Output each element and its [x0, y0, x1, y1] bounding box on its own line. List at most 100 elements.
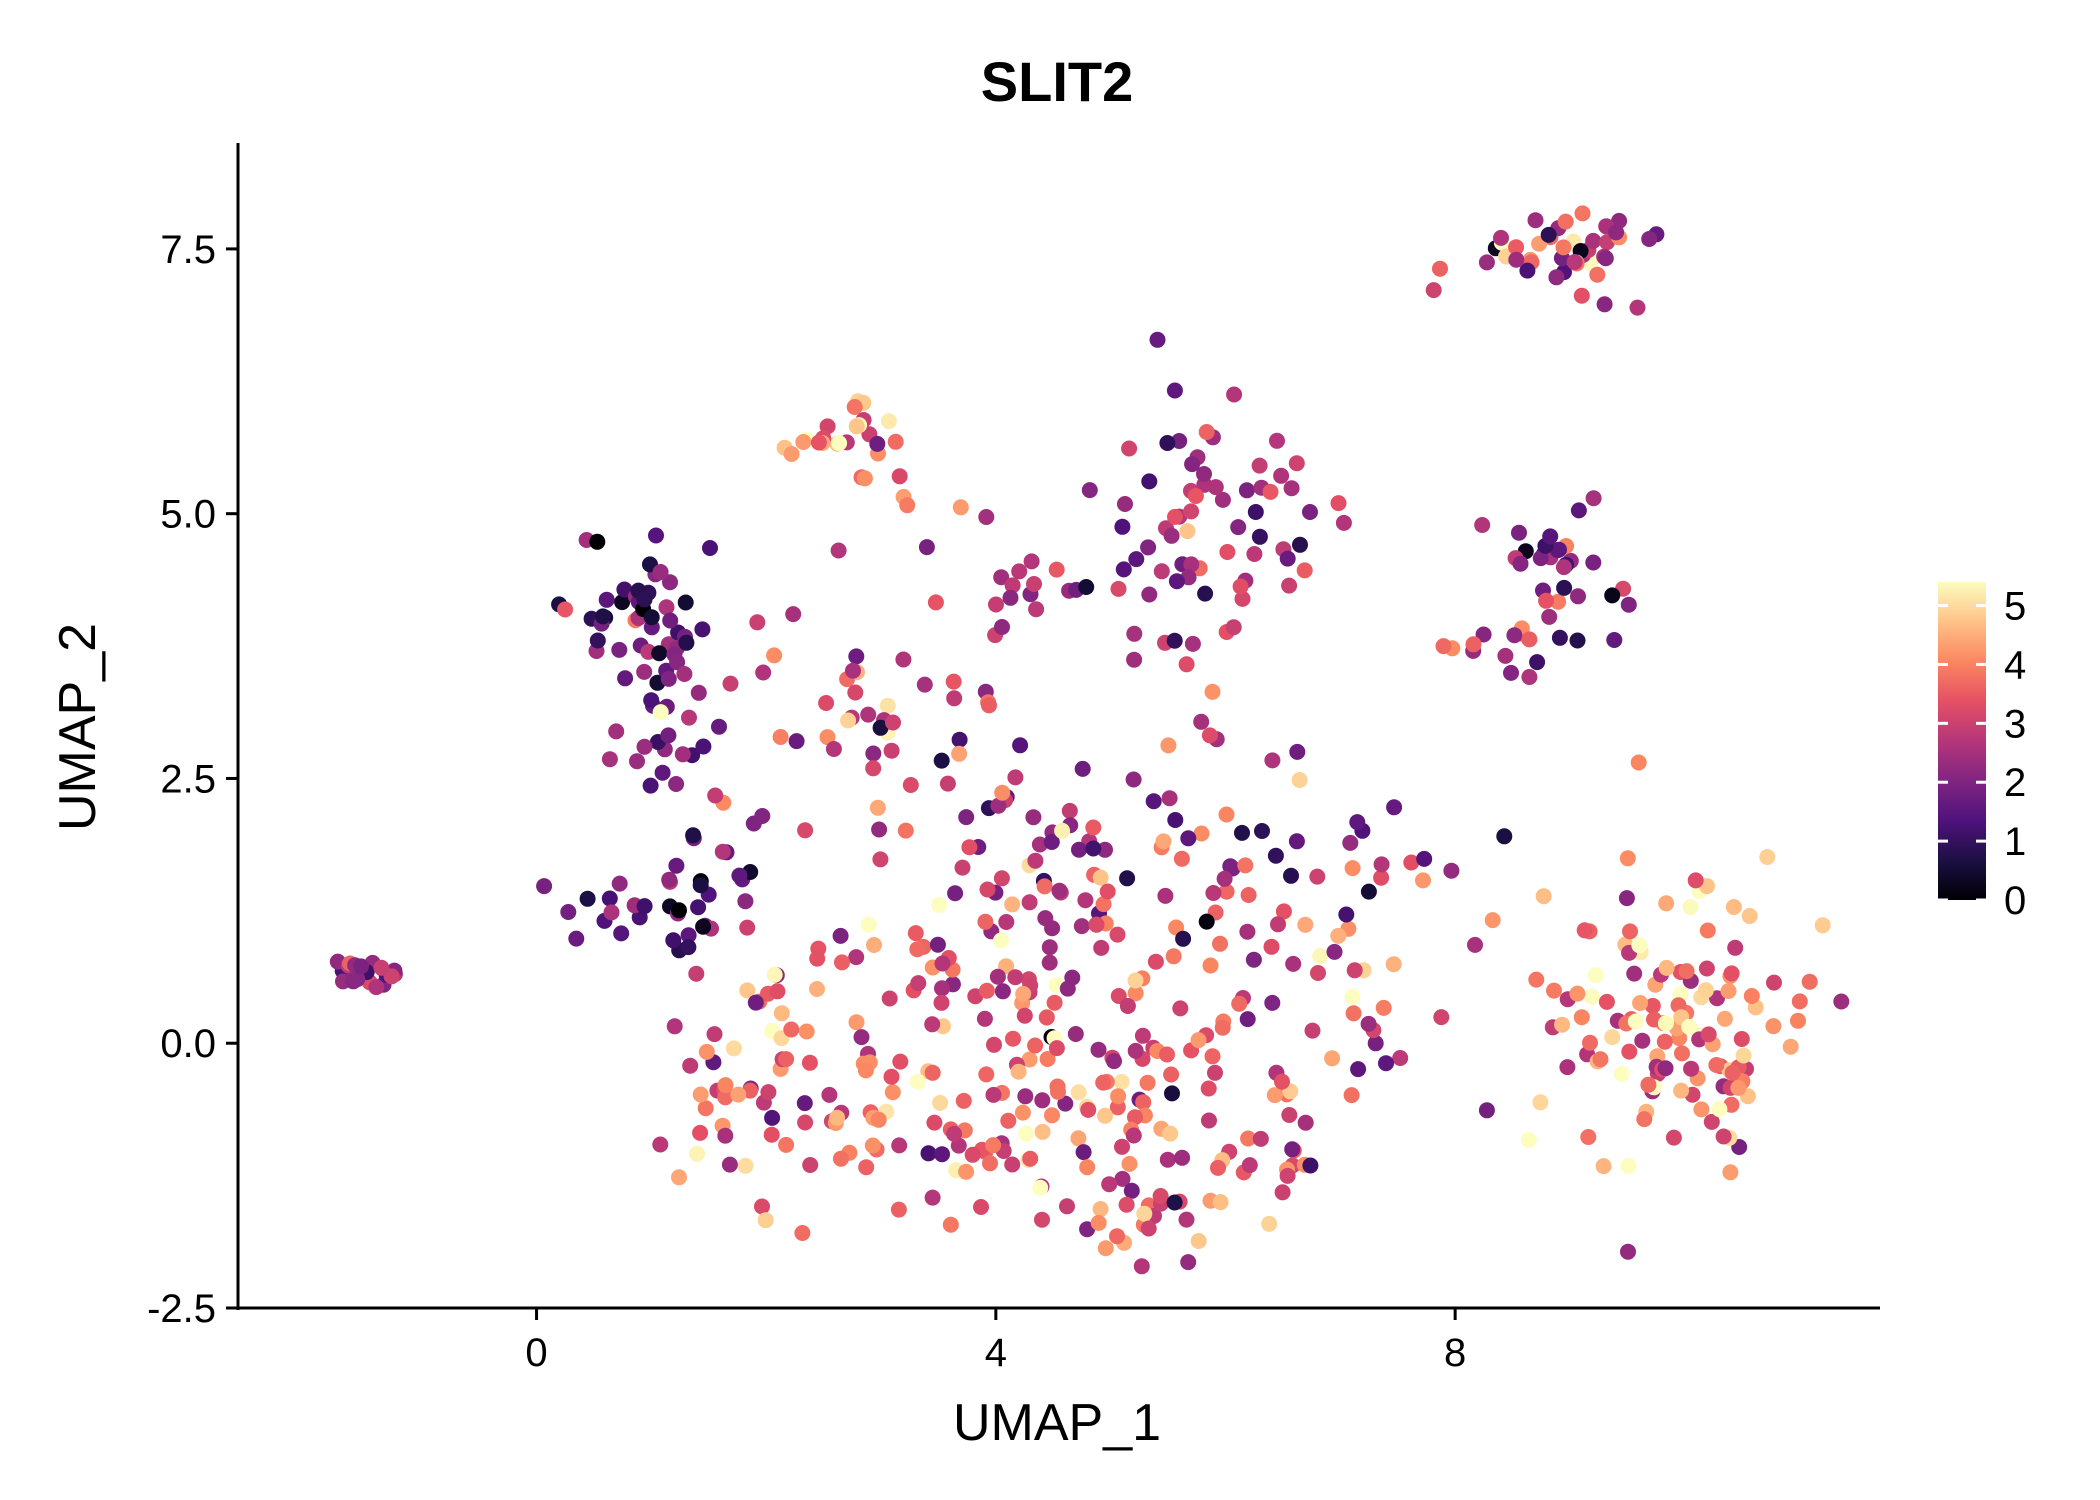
data-point: [1110, 580, 1127, 597]
data-point: [1386, 799, 1403, 816]
data-point: [993, 932, 1009, 949]
data-point: [1139, 1074, 1156, 1091]
data-point: [834, 954, 850, 971]
data-point: [926, 1114, 943, 1131]
data-point: [1214, 491, 1231, 508]
data-point: [1097, 841, 1113, 858]
data-point: [1349, 814, 1366, 831]
data-point: [1155, 833, 1172, 850]
data-point: [1570, 502, 1587, 519]
data-point: [1179, 523, 1196, 540]
data-point: [1046, 994, 1063, 1011]
data-point: [1682, 899, 1699, 916]
data-point: [731, 867, 748, 884]
data-point: [1687, 872, 1704, 889]
data-point: [1281, 1107, 1298, 1123]
data-point: [1011, 563, 1028, 580]
data-point: [988, 596, 1004, 613]
data-point: [1147, 953, 1164, 970]
data-point: [860, 916, 877, 933]
data-point: [1506, 627, 1523, 644]
data-point: [560, 904, 577, 920]
data-point: [1697, 982, 1714, 999]
data-point: [1127, 972, 1144, 989]
data-point: [1240, 1130, 1257, 1147]
data-point: [660, 727, 677, 744]
data-point: [848, 648, 865, 665]
data-point: [1174, 1149, 1191, 1166]
data-point: [1126, 625, 1143, 642]
data-point: [1641, 231, 1658, 247]
data-point: [1127, 985, 1144, 1002]
data-point: [902, 777, 919, 793]
data-point: [1312, 948, 1329, 965]
data-point: [1606, 632, 1623, 648]
data-point: [1161, 790, 1178, 807]
data-point: [1018, 1125, 1035, 1142]
data-point: [1163, 1066, 1180, 1083]
data-point: [1237, 857, 1254, 874]
data-point: [1598, 993, 1615, 1010]
data-point: [1576, 922, 1593, 939]
data-point: [1592, 1051, 1609, 1068]
data-point: [1631, 937, 1648, 954]
data-point: [907, 925, 924, 942]
data-point: [977, 913, 994, 930]
data-point: [1048, 1040, 1065, 1057]
data-point: [665, 932, 682, 949]
data-point: [1725, 899, 1742, 915]
data-point: [1573, 1009, 1590, 1026]
data-point: [1133, 1258, 1150, 1275]
data-point: [680, 927, 697, 944]
data-point: [1080, 1101, 1097, 1118]
data-point: [1140, 1220, 1157, 1237]
data-point: [725, 1040, 742, 1057]
data-point: [1090, 1214, 1107, 1231]
data-point: [916, 676, 933, 693]
data-point: [717, 1089, 734, 1106]
data-point: [961, 839, 978, 856]
data-point: [978, 982, 995, 999]
data-point: [1118, 1196, 1135, 1213]
data-point: [1541, 608, 1558, 625]
data-point: [895, 651, 912, 668]
data-point: [1007, 769, 1024, 786]
data-point: [1028, 601, 1045, 618]
data-point: [1699, 922, 1716, 939]
data-point: [1127, 1042, 1144, 1059]
data-point: [796, 1095, 813, 1112]
data-point: [1433, 1009, 1450, 1026]
data-point: [1165, 948, 1182, 965]
data-point: [1585, 232, 1602, 249]
x-tick-label: 8: [1444, 1331, 1466, 1375]
data-point: [1099, 883, 1116, 900]
data-point: [1604, 587, 1621, 604]
data-point: [1360, 1015, 1377, 1032]
data-point: [1723, 965, 1740, 982]
data-point: [722, 675, 739, 692]
data-point: [1081, 482, 1098, 499]
data-point: [1267, 847, 1284, 864]
data-point: [1034, 1123, 1051, 1140]
data-point: [1658, 895, 1675, 912]
data-point: [1801, 973, 1818, 990]
data-point: [910, 975, 927, 992]
data-point: [685, 827, 702, 844]
data-point: [697, 1100, 714, 1117]
y-tick-label: -2.5: [147, 1287, 216, 1331]
data-point: [1283, 480, 1300, 497]
data-point: [1604, 1029, 1621, 1046]
data-point: [1178, 1211, 1195, 1228]
data-point: [1527, 212, 1544, 229]
data-point: [1302, 504, 1318, 520]
data-point: [772, 729, 789, 745]
data-point: [1059, 980, 1076, 997]
data-point: [603, 904, 620, 921]
data-point: [1015, 985, 1032, 1002]
data-point: [1275, 903, 1292, 920]
data-point: [747, 994, 764, 1011]
data-point: [1512, 555, 1529, 572]
data-point: [692, 1086, 709, 1103]
data-point: [1720, 983, 1737, 999]
data-point: [840, 712, 857, 729]
